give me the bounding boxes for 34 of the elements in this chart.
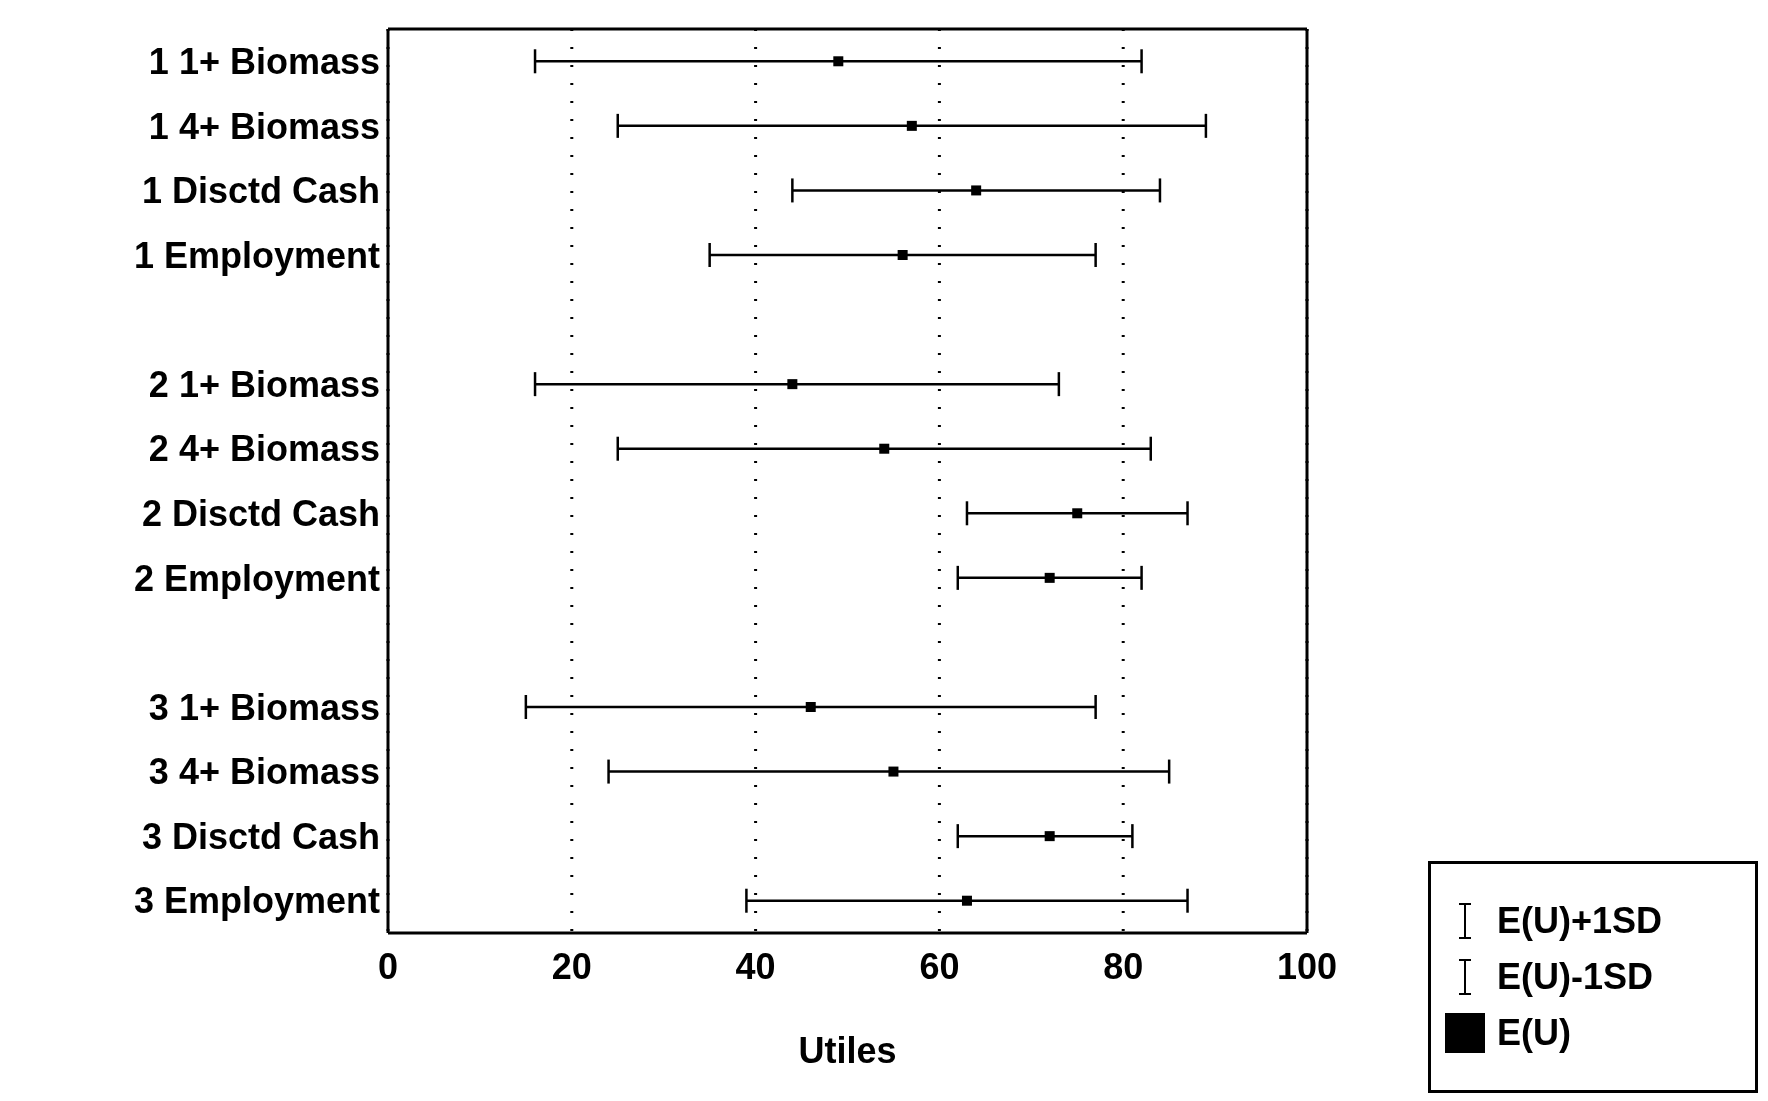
point bbox=[805, 702, 816, 712]
y-tick-label: 3 1+ Biomass bbox=[148, 686, 380, 728]
point bbox=[1072, 508, 1083, 519]
point bbox=[833, 56, 844, 67]
legend-label: E(U) bbox=[1497, 1012, 1571, 1054]
point bbox=[1044, 572, 1055, 583]
y-tick-label: 2 Disctd Cash bbox=[141, 493, 380, 535]
x-tick-label: 0 bbox=[377, 945, 399, 987]
y-tick-label: 1 Employment bbox=[133, 234, 381, 276]
y-tick-label: 1 Disctd Cash bbox=[141, 170, 380, 212]
y-tick-label: 3 Disctd Cash bbox=[141, 815, 380, 857]
x-tick-label: 60 bbox=[919, 945, 960, 987]
y-tick-label: 2 4+ Biomass bbox=[148, 428, 380, 470]
y-tick-label: 3 4+ Biomass bbox=[148, 751, 380, 793]
x-tick-label: 80 bbox=[1103, 945, 1144, 987]
y-tick-label: 2 Employment bbox=[133, 557, 381, 599]
x-tick-label: 100 bbox=[1276, 945, 1338, 987]
x-tick-label: 40 bbox=[735, 945, 776, 987]
point bbox=[906, 120, 917, 131]
x-axis-title: Utiles bbox=[798, 1030, 897, 1071]
y-tick-label: 1 1+ Biomass bbox=[148, 41, 380, 83]
text: E(U)+1SD bbox=[1497, 900, 1663, 942]
point bbox=[961, 895, 972, 906]
y-tick-label: 2 1+ Biomass bbox=[148, 363, 380, 405]
point bbox=[1044, 831, 1055, 842]
x-tick-label: 20 bbox=[551, 945, 592, 987]
point bbox=[897, 250, 908, 260]
y-tick-label: 3 Employment bbox=[133, 880, 381, 922]
point bbox=[787, 379, 798, 390]
text: E(U)-1SD bbox=[1497, 956, 1654, 998]
y-tick-label: 1 4+ Biomass bbox=[148, 105, 380, 147]
point bbox=[879, 443, 890, 454]
point bbox=[971, 185, 982, 196]
point bbox=[888, 766, 899, 777]
